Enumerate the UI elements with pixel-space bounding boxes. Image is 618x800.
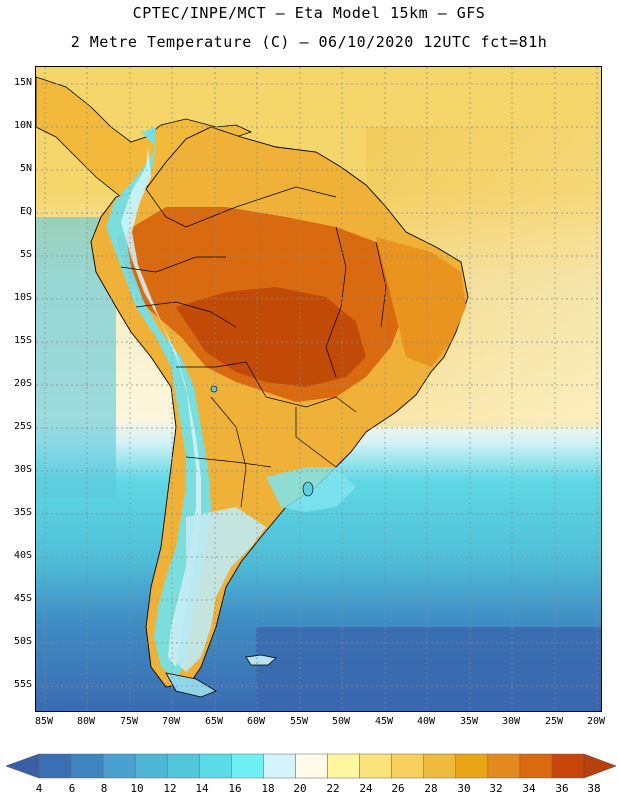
lat-label-30s: 30S xyxy=(13,464,32,475)
lon-label-45w: 45W xyxy=(374,716,394,727)
lon-label-50w: 50W xyxy=(331,716,351,727)
lat-label-10n: 10N xyxy=(13,120,32,131)
colorbar-swatch xyxy=(134,753,168,779)
colorbar-label-32: 32 xyxy=(489,782,503,795)
colorbar-swatch xyxy=(295,753,328,779)
colorbar-label-10: 10 xyxy=(130,782,144,795)
colorbar-label-14: 14 xyxy=(195,782,209,795)
lon-label-60w: 60W xyxy=(246,716,266,727)
lon-label-55w: 55W xyxy=(289,716,309,727)
lon-label-70w: 70W xyxy=(161,716,181,727)
colorbar-swatch xyxy=(231,753,264,779)
lon-label-65w: 65W xyxy=(204,716,224,727)
lon-label-85w: 85W xyxy=(34,716,54,727)
colorbar-swatch xyxy=(327,753,360,779)
lon-label-75w: 75W xyxy=(119,716,139,727)
colorbar-label-6: 6 xyxy=(68,782,76,795)
colorbar-label-36: 36 xyxy=(555,782,569,795)
lon-label-35w: 35W xyxy=(459,716,479,727)
colorbar-label-34: 34 xyxy=(522,782,536,795)
andes-cold-ridge xyxy=(106,127,211,679)
hottest-region xyxy=(176,287,366,387)
lat-label-50s: 50S xyxy=(13,636,32,647)
patagonia-cool xyxy=(171,507,266,672)
temperature-map xyxy=(35,66,602,712)
colorbar-label-22: 22 xyxy=(326,782,340,795)
colorbar-swatch xyxy=(102,753,136,779)
colorbar-label-24: 24 xyxy=(359,782,373,795)
lat-label-5s: 5S xyxy=(19,249,32,260)
colorbar-label-28: 28 xyxy=(424,782,438,795)
lagoa-dos-patos xyxy=(302,481,314,497)
lat-label-eq: EQ xyxy=(19,206,32,217)
colorbar-swatch xyxy=(263,753,296,779)
colorbar-label-16: 16 xyxy=(228,782,242,795)
lon-label-30w: 30W xyxy=(501,716,521,727)
colorbar-swatch xyxy=(38,753,72,779)
lat-label-10s: 10S xyxy=(13,292,32,303)
lon-label-20w: 20W xyxy=(586,716,606,727)
colorbar-label-38: 38 xyxy=(587,782,601,795)
lat-label-15n: 15N xyxy=(13,77,32,88)
colorbar-label-20: 20 xyxy=(293,782,307,795)
lat-label-15s: 15S xyxy=(13,335,32,346)
colorbar-swatch xyxy=(519,753,553,779)
colorbar-swatch xyxy=(199,753,232,779)
lat-label-40s: 40S xyxy=(13,550,32,561)
colorbar-label-30: 30 xyxy=(457,782,471,795)
colorbar-swatch xyxy=(455,753,489,779)
map-subtitle: 2 Metre Temperature (C) – 06/10/2020 12U… xyxy=(70,33,548,51)
falkland-islands xyxy=(245,654,277,666)
colorbar-right-arrow xyxy=(583,753,616,779)
country-borders xyxy=(120,186,387,508)
lat-label-20s: 20S xyxy=(13,378,32,389)
lake-titicaca xyxy=(210,385,218,393)
lat-label-25s: 25S xyxy=(13,421,32,432)
temperature-colorbar xyxy=(6,753,616,779)
lat-label-45s: 45S xyxy=(13,593,32,604)
colorbar-swatch xyxy=(551,753,585,779)
colorbar-swatch xyxy=(166,753,200,779)
lat-label-35s: 35S xyxy=(13,507,32,518)
lon-label-25w: 25W xyxy=(544,716,564,727)
tierra-del-fuego xyxy=(165,672,217,698)
colorbar-swatch xyxy=(487,753,521,779)
colorbar-label-8: 8 xyxy=(100,782,108,795)
lat-label-55s: 55S xyxy=(13,679,32,690)
warm-region-brazil-coast xyxy=(376,237,466,367)
lon-label-80w: 80W xyxy=(76,716,96,727)
colorbar-swatch xyxy=(359,753,392,779)
map-title: CPTEC/INPE/MCT – Eta Model 15km – GFS xyxy=(132,4,486,22)
colorbar-label-18: 18 xyxy=(261,782,275,795)
lat-label-5n: 5N xyxy=(19,163,32,174)
colorbar-swatch xyxy=(391,753,424,779)
colorbar-swatch xyxy=(423,753,457,779)
lon-label-40w: 40W xyxy=(416,716,436,727)
andes-snow-ridge xyxy=(121,147,201,667)
south-cold-ocean xyxy=(256,627,601,711)
colorbar-label-4: 4 xyxy=(35,782,43,795)
colorbar-label-12: 12 xyxy=(163,782,177,795)
colorbar-left-arrow xyxy=(6,753,40,779)
colorbar-label-26: 26 xyxy=(391,782,405,795)
colorbar-swatch xyxy=(70,753,104,779)
